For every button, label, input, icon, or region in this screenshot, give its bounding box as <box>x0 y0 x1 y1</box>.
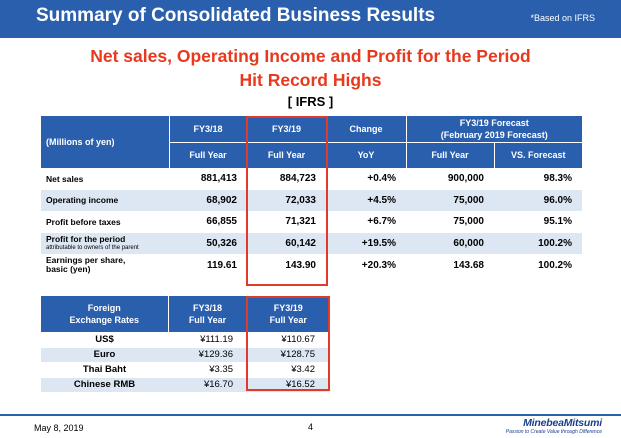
fy19-value: 884,723 <box>247 168 326 191</box>
forecast-header-line-1: FY3/19 Forecast <box>459 117 529 128</box>
page-number: 4 <box>307 422 313 432</box>
fx-fy19-value: ¥128.75 <box>247 347 329 363</box>
fx-label-header-line-1: Foreign <box>87 303 121 313</box>
fy19-value: 71,321 <box>247 211 326 234</box>
fx-fy18-header: FY3/18 Full Year <box>168 296 248 332</box>
fy19-value: 143.90 <box>247 254 326 277</box>
change-header: Change <box>326 116 407 142</box>
currency-label: Chinese RMB <box>41 377 168 393</box>
currency-label: Thai Baht <box>41 362 168 378</box>
fx-fy18-value: ¥111.19 <box>168 332 247 348</box>
brand-tagline: Passion to Create Value through Differen… <box>505 429 602 435</box>
fx-fy19-value: ¥3.42 <box>247 362 329 378</box>
row-label: Earnings per share, basic (yen) <box>41 254 169 277</box>
change-value: +20.3% <box>326 254 406 277</box>
vs-forecast-value: 100.2% <box>494 254 582 277</box>
row-label-sub: basic (yen) <box>46 264 91 275</box>
forecast-value: 900,000 <box>406 168 494 191</box>
fx-fy19-header-sub: Full Year <box>269 315 307 325</box>
currency-label: US$ <box>41 332 168 348</box>
forecast-header: FY3/19 Forecast (February 2019 Forecast) <box>406 116 582 142</box>
fx-fy19-value: ¥16.52 <box>247 377 329 393</box>
vs-forecast-value: 96.0% <box>494 189 582 212</box>
exchange-rates-table: Foreign Exchange Rates FY3/18 Full Year … <box>41 296 329 393</box>
vs-forecast-value: 95.1% <box>494 211 582 234</box>
table-row: Euro ¥129.36 ¥128.75 <box>41 347 329 363</box>
fy18-value: 68,902 <box>169 189 247 212</box>
table-row: Earnings per share, basic (yen) 119.61 1… <box>41 254 582 277</box>
table-row: Chinese RMB ¥16.70 ¥16.52 <box>41 377 329 393</box>
accounting-standard-label: [ IFRS ] <box>287 94 334 109</box>
fy18-value: 50,326 <box>169 232 247 255</box>
forecast-value: 75,000 <box>406 189 494 212</box>
table-row: Profit before taxes 66,855 71,321 +6.7% … <box>41 211 582 234</box>
table-row: US$ ¥111.19 ¥110.67 <box>41 332 329 348</box>
change-value: +4.5% <box>326 189 406 212</box>
table-row: Operating income 68,902 72,033 +4.5% 75,… <box>41 189 582 212</box>
row-label: Operating income <box>41 189 169 212</box>
change-value: +6.7% <box>326 211 406 234</box>
vs-forecast-value: 100.2% <box>494 232 582 255</box>
fy18-header: FY3/18 <box>169 116 248 142</box>
fx-fy18-value: ¥129.36 <box>168 347 247 363</box>
forecast-value: 143.68 <box>406 254 494 277</box>
headline-line-1: Net sales, Operating Income and Profit f… <box>90 46 531 66</box>
fy19-value: 60,142 <box>247 232 326 255</box>
brand-name: MinebeaMitsumi <box>523 417 602 429</box>
row-label: Profit before taxes <box>41 211 169 234</box>
headline-line-2: Hit Record Highs <box>239 70 382 90</box>
fx-fy18-header-top: FY3/18 <box>192 303 223 313</box>
row-label: Profit for the period attributable to ow… <box>41 232 169 255</box>
change-value: +19.5% <box>326 232 406 255</box>
slide-title: Summary of Consolidated Business Results <box>36 5 436 26</box>
forecast-value: 60,000 <box>406 232 494 255</box>
row-label-main: Profit for the period <box>46 233 126 244</box>
fy19-subheader: Full Year <box>247 141 327 168</box>
table-row: Profit for the period attributable to ow… <box>41 232 582 255</box>
fx-label-header: Foreign Exchange Rates <box>41 296 169 332</box>
table-row: Thai Baht ¥3.35 ¥3.42 <box>41 362 329 378</box>
fy19-header: FY3/19 <box>247 116 327 142</box>
row-label-sub: attributable to owners of the parent <box>46 244 139 251</box>
fy18-subheader: Full Year <box>169 141 248 168</box>
row-label: Net sales <box>41 168 169 191</box>
vs-forecast-value: 98.3% <box>494 168 582 191</box>
change-subheader: YoY <box>326 141 407 168</box>
units-header: (Millions of yen) <box>41 116 170 168</box>
fx-fy19-header: FY3/19 Full Year <box>247 296 329 332</box>
table-row: Net sales 881,413 884,723 +0.4% 900,000 … <box>41 168 582 191</box>
vs-forecast-subheader: VS. Forecast <box>494 141 582 168</box>
fx-label-header-line-2: Exchange Rates <box>69 315 140 325</box>
header-bar: Summary of Consolidated Business Results… <box>0 0 621 38</box>
fx-fy18-value: ¥16.70 <box>168 377 247 393</box>
footer-date: May 8, 2019 <box>34 423 84 433</box>
footer-divider <box>0 414 621 416</box>
results-table: (Millions of yen) FY3/18 FY3/19 Change F… <box>41 116 582 277</box>
fx-fy18-header-sub: Full Year <box>188 315 227 325</box>
fy18-value: 119.61 <box>169 254 247 277</box>
fx-fy18-value: ¥3.35 <box>168 362 247 378</box>
change-value: +0.4% <box>326 168 406 191</box>
ifrs-note: *Based on IFRS <box>530 13 595 23</box>
fx-fy19-value: ¥110.67 <box>247 332 329 348</box>
forecast-subheader: Full Year <box>406 141 495 168</box>
fx-fy19-header-top: FY3/19 <box>273 303 303 313</box>
company-logo: MinebeaMitsumi Passion to Create Value t… <box>506 417 602 435</box>
fy19-value: 72,033 <box>247 189 326 212</box>
row-label-main: Earnings per share, <box>46 255 126 266</box>
fy18-value: 66,855 <box>169 211 247 234</box>
forecast-value: 75,000 <box>406 211 494 234</box>
fy18-value: 881,413 <box>169 168 247 191</box>
forecast-header-line-2: (February 2019 Forecast) <box>440 129 548 140</box>
currency-label: Euro <box>41 347 168 363</box>
